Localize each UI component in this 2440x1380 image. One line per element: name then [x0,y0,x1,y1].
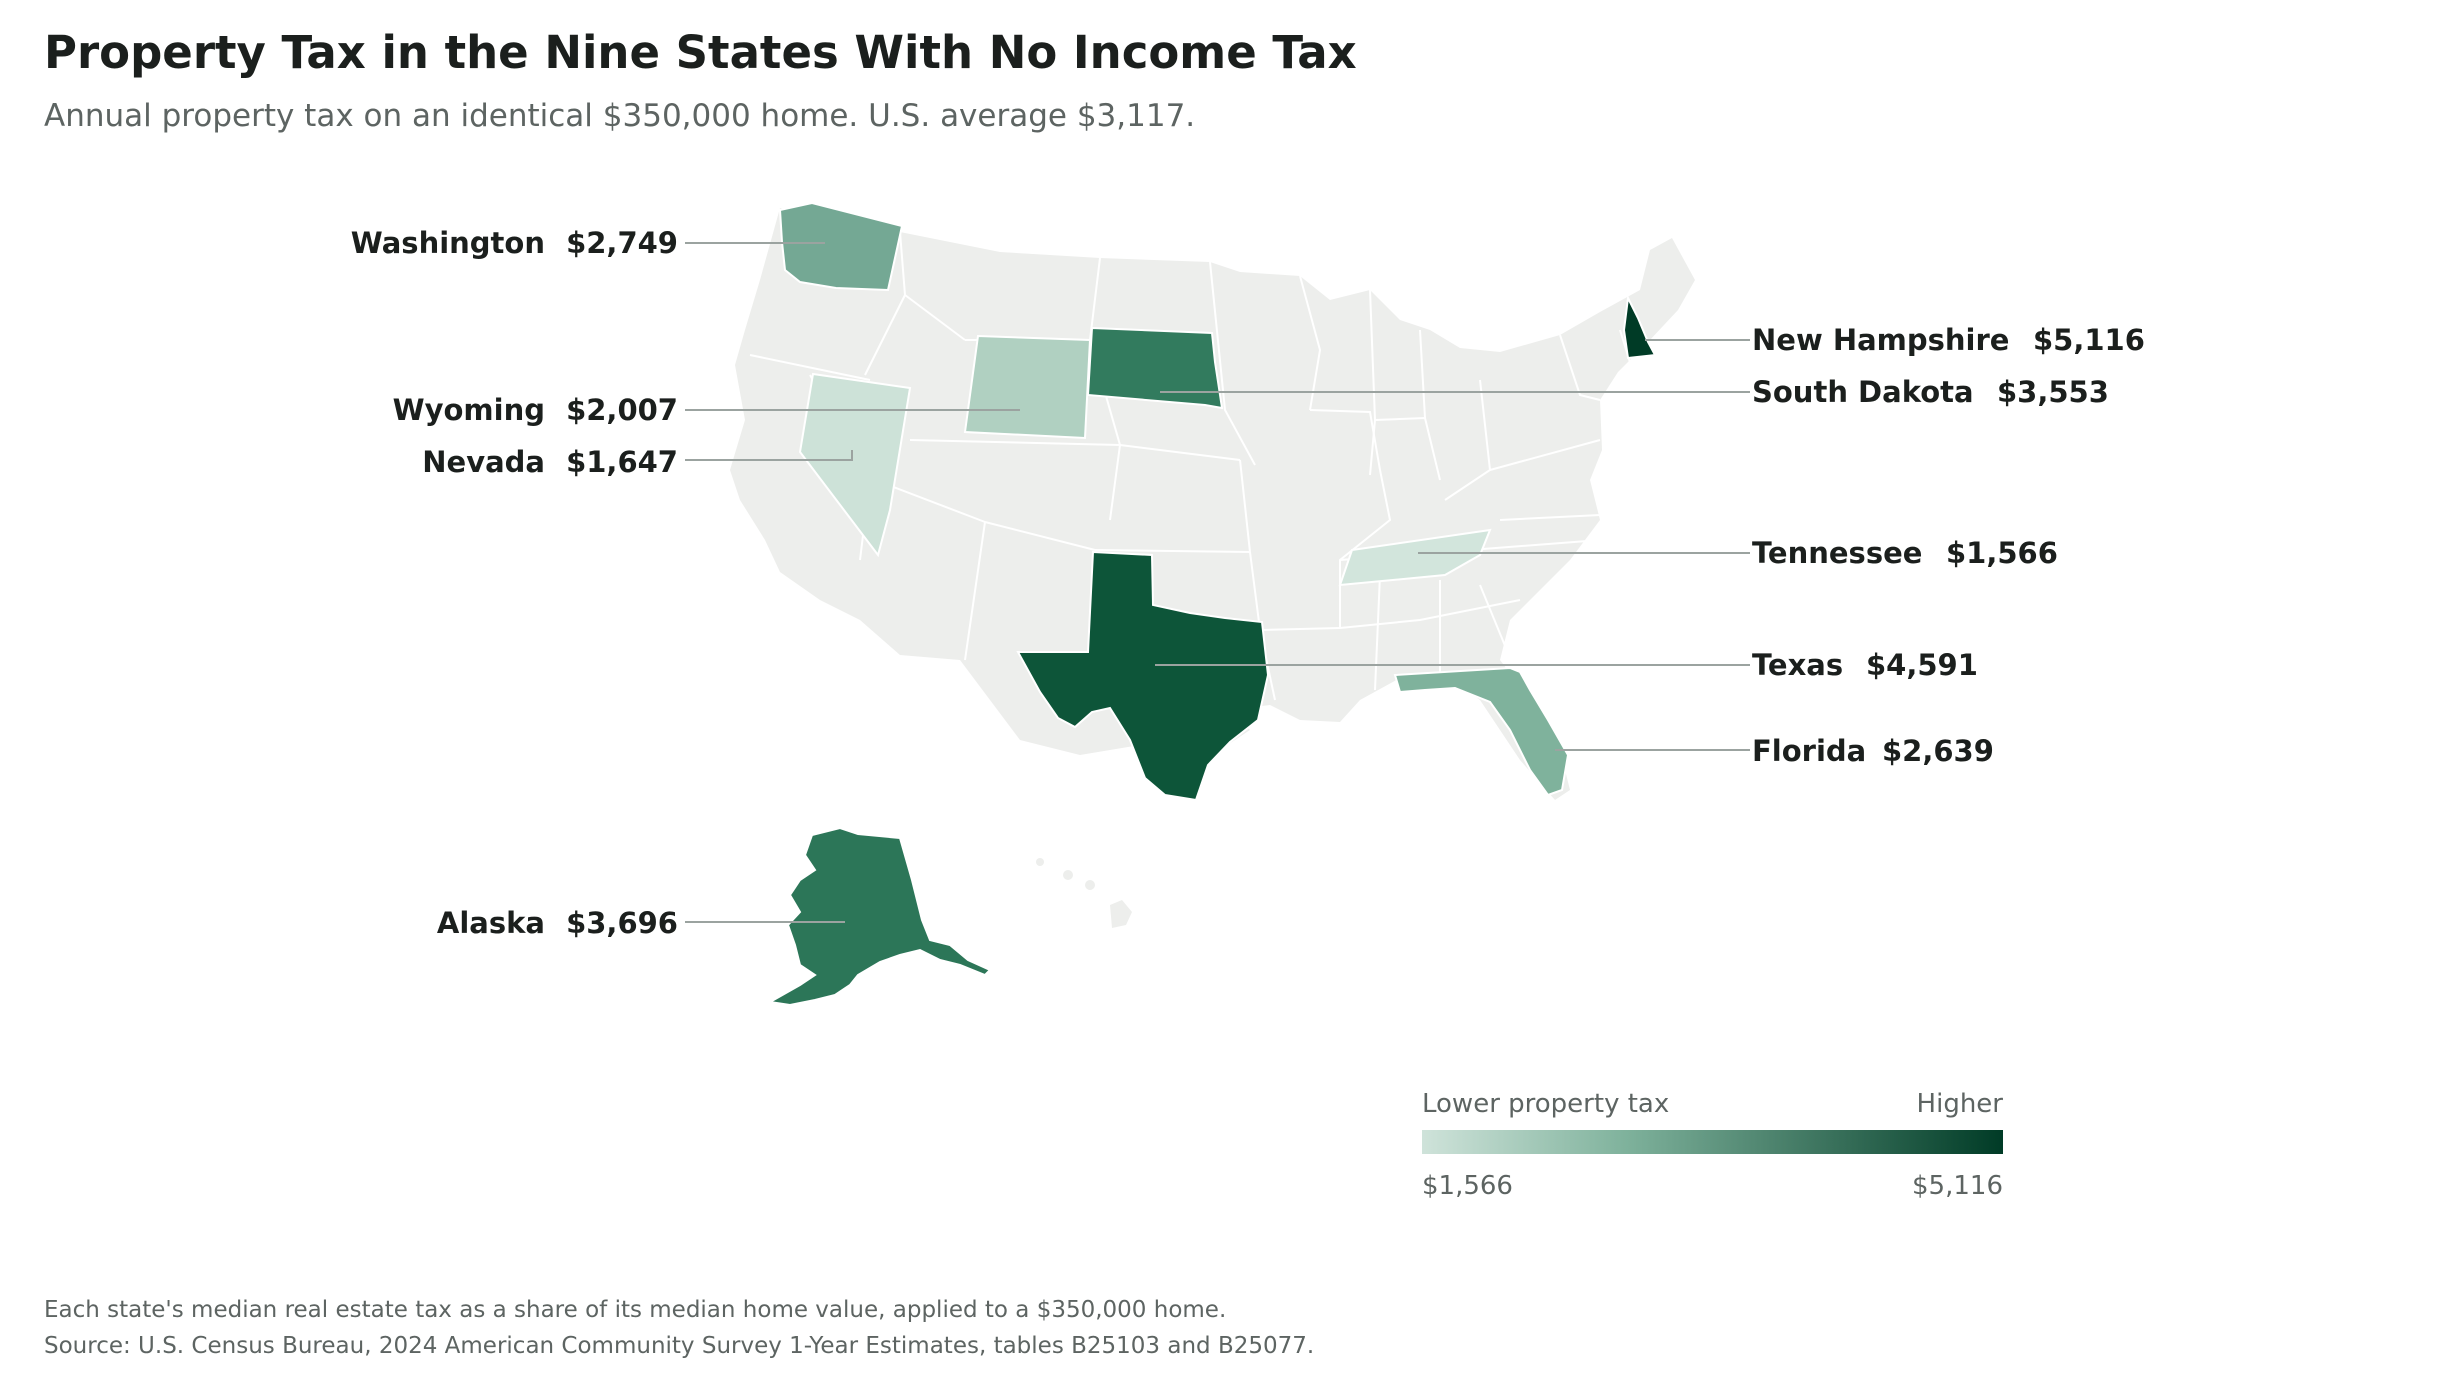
legend-gradient-bar [1422,1130,2003,1154]
leader-line-nevada [685,450,853,461]
state-shape-south-dakota [1086,326,1224,410]
state-shape-tennessee [1338,528,1492,587]
state-shape-new-hampshire [1622,294,1657,360]
value-alaska: $3,696 [566,906,678,940]
value-wyoming: $2,007 [566,393,678,427]
footnote-methodology: Each state's median real estate tax as a… [44,1297,1227,1323]
value-nevada: $1,647 [566,445,678,479]
left-labels: Washington $2,749 Wyoming $2,007 Nevada … [351,226,678,940]
legend-min-value: $1,566 [1422,1171,1513,1201]
state-shape-florida [1393,666,1570,797]
hawaii-shape [1110,900,1132,928]
base-states [730,208,1695,928]
state-shape-wyoming [963,334,1092,440]
label-washington: Washington [351,226,545,260]
map-title: Property Tax in the Nine States With No … [44,26,1357,79]
contiguous-us-outline [730,208,1695,800]
label-new-hampshire: New Hampshire [1752,323,2009,357]
legend-high-label: Higher [1917,1089,2004,1119]
label-tennessee: Tennessee [1752,536,1922,570]
label-wyoming: Wyoming [393,393,545,427]
label-florida: Florida [1752,734,1866,768]
label-alaska: Alaska [437,906,545,940]
value-texas: $4,591 [1866,648,1978,682]
hawaii-dot [1085,880,1095,890]
highlighted-states [766,201,1657,1007]
hawaii-dot [1063,870,1073,880]
state-shape-nevada [798,372,912,558]
legend-max-value: $5,116 [1912,1171,2003,1201]
state-shape-texas [1016,550,1270,802]
leader-lines [685,242,1750,923]
value-tennessee: $1,566 [1946,536,2058,570]
footnote-source: Source: U.S. Census Bureau, 2024 America… [44,1333,1315,1359]
state-shape-washington [778,201,904,292]
label-south-dakota: South Dakota [1752,375,1974,409]
state-shape-alaska [766,826,992,1007]
value-south-dakota: $3,553 [1997,375,2109,409]
label-nevada: Nevada [422,445,545,479]
map-subtitle: Annual property tax on an identical $350… [44,98,1196,134]
value-new-hampshire: $5,116 [2033,323,2145,357]
value-washington: $2,749 [566,226,678,260]
hawaii-dot [1036,858,1044,866]
label-texas: Texas [1752,648,1843,682]
value-florida: $2,639 [1882,734,1994,768]
color-legend: Lower property tax Higher $1,566 $5,116 [1422,1089,2003,1201]
right-labels: New Hampshire $5,116 South Dakota $3,553… [1752,323,2145,768]
legend-low-label: Lower property tax [1422,1089,1669,1119]
